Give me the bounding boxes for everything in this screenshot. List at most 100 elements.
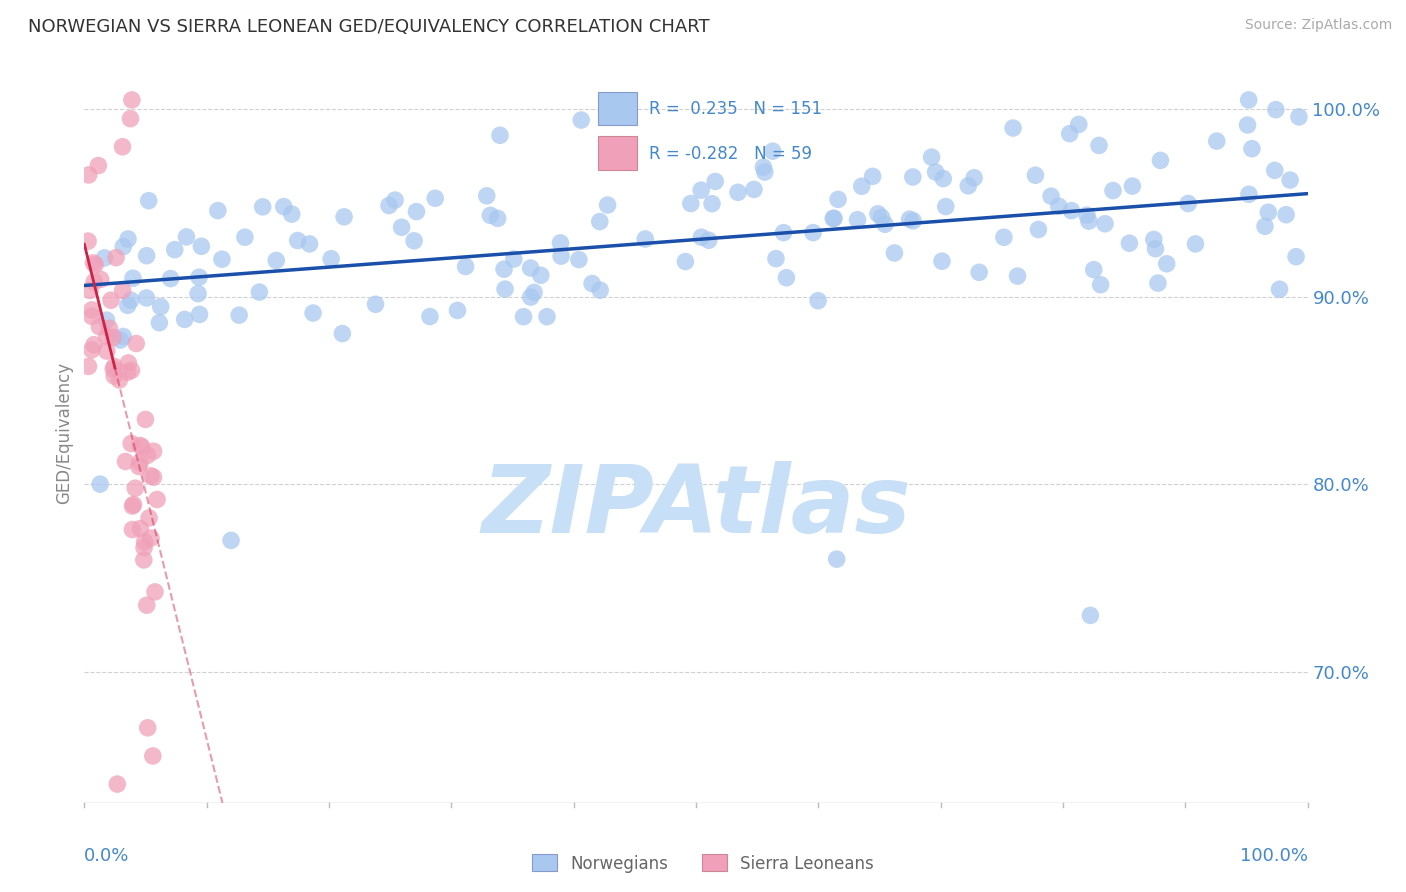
Point [512, 310, 534, 324]
Point [1144, 242, 1167, 256]
Point [704, 174, 727, 188]
FancyBboxPatch shape [598, 136, 637, 169]
Text: 0.0%: 0.0% [84, 847, 129, 865]
Point [120, 436, 142, 450]
Point [762, 145, 785, 159]
Point [121, 499, 143, 513]
Point [1177, 196, 1199, 211]
Point [519, 290, 541, 304]
Point [494, 282, 516, 296]
Point [112, 329, 135, 343]
Point [84, 258, 107, 272]
Point [1002, 121, 1025, 136]
Point [1094, 217, 1116, 231]
Point [1205, 134, 1227, 148]
Point [134, 412, 156, 426]
Point [228, 308, 250, 322]
Point [1147, 276, 1170, 290]
Point [727, 186, 749, 200]
Point [122, 271, 145, 285]
Point [96, 344, 118, 359]
Point [1024, 168, 1046, 182]
Point [117, 298, 139, 312]
Point [870, 211, 893, 225]
Point [963, 170, 986, 185]
Point [173, 312, 195, 326]
Point [807, 293, 830, 308]
Point [1143, 232, 1166, 246]
Point [90, 272, 112, 286]
Point [103, 330, 125, 344]
Point [280, 207, 302, 221]
Point [138, 194, 160, 208]
Point [302, 306, 325, 320]
Point [1257, 205, 1279, 219]
Point [825, 552, 848, 566]
Point [142, 748, 165, 763]
Point [1028, 222, 1050, 236]
Point [581, 277, 603, 291]
Point [111, 140, 134, 154]
Point [1184, 236, 1206, 251]
Point [924, 165, 946, 179]
Point [957, 178, 980, 193]
Point [129, 438, 152, 452]
Point [827, 193, 849, 207]
Point [378, 198, 401, 212]
Point [149, 300, 172, 314]
Point [1237, 93, 1260, 107]
Point [132, 541, 155, 555]
Point [103, 369, 125, 384]
Point [80, 310, 103, 324]
Point [89, 319, 111, 334]
Point [1254, 219, 1277, 234]
Point [159, 271, 181, 285]
Point [1077, 214, 1099, 228]
Text: R =  0.235   N = 151: R = 0.235 N = 151 [650, 100, 823, 118]
Point [77, 234, 100, 248]
Point [550, 235, 572, 250]
Point [486, 211, 509, 226]
Point [83, 256, 105, 270]
Point [862, 169, 884, 184]
Point [765, 252, 787, 266]
Point [77, 359, 100, 374]
Point [120, 112, 142, 126]
Point [673, 254, 696, 268]
Point [1149, 153, 1171, 168]
Point [1007, 269, 1029, 284]
Y-axis label: GED/Equivalency: GED/Equivalency [55, 361, 73, 504]
Point [321, 252, 343, 266]
Point [364, 297, 387, 311]
Point [134, 534, 156, 549]
Point [103, 362, 125, 376]
Point [502, 252, 524, 266]
Point [1236, 118, 1258, 132]
Point [775, 270, 797, 285]
Point [219, 533, 242, 548]
Point [935, 200, 957, 214]
Point [125, 336, 148, 351]
Point [273, 200, 295, 214]
Point [679, 196, 702, 211]
Point [233, 230, 256, 244]
Point [1102, 184, 1125, 198]
Point [1279, 173, 1302, 187]
Point [523, 285, 546, 300]
Point [110, 333, 132, 347]
Point [98, 321, 121, 335]
Point [247, 285, 270, 299]
Point [589, 283, 612, 297]
Point [479, 208, 502, 222]
Point [112, 239, 135, 253]
Point [136, 721, 159, 735]
Point [404, 234, 426, 248]
Point [634, 232, 657, 246]
Point [883, 246, 905, 260]
Point [176, 230, 198, 244]
Point [142, 444, 165, 458]
Point [700, 196, 723, 211]
Point [105, 251, 128, 265]
Point [93, 251, 115, 265]
Point [287, 234, 309, 248]
